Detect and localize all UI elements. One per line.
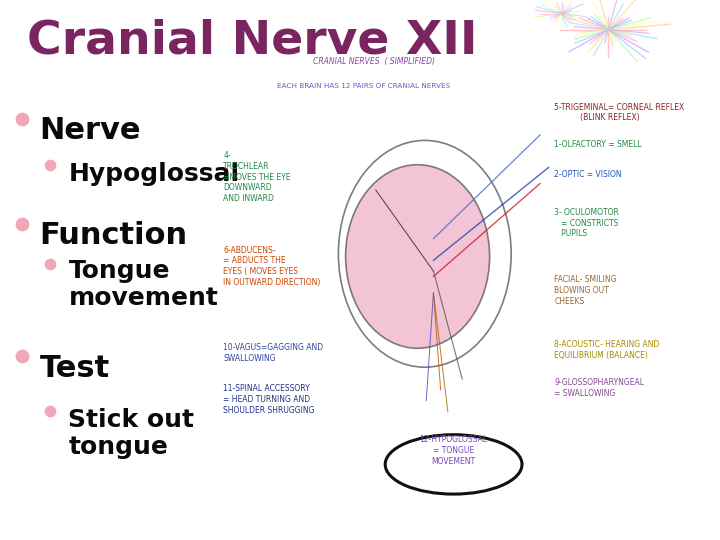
Text: 4-
TROCHLEAR
=MOVES THE EYE
DOWNWARD
AND INWARD: 4- TROCHLEAR =MOVES THE EYE DOWNWARD AND…	[223, 151, 291, 203]
Text: 8-ACOUSTIC- HEARING AND
EQUILIBRIUM (BALANCE): 8-ACOUSTIC- HEARING AND EQUILIBRIUM (BAL…	[554, 340, 660, 360]
Point	[16, 220, 27, 228]
Point	[45, 160, 56, 169]
Text: 9-GLOSSOPHARYNGEAL
= SWALLOWING: 9-GLOSSOPHARYNGEAL = SWALLOWING	[554, 378, 644, 398]
Point	[16, 114, 27, 123]
Text: EACH BRAIN HAS 12 PAIRS OF CRANIAL NERVES: EACH BRAIN HAS 12 PAIRS OF CRANIAL NERVE…	[277, 83, 451, 89]
Point	[45, 259, 56, 268]
Point	[16, 352, 27, 361]
Text: Cranial Nerve XII: Cranial Nerve XII	[27, 19, 478, 64]
Text: 5-TRIGEMINAL= CORNEAL REFLEX
           (BLINK REFLEX): 5-TRIGEMINAL= CORNEAL REFLEX (BLINK REFL…	[554, 103, 685, 123]
Text: Stick out
tongue: Stick out tongue	[68, 408, 194, 458]
Text: 10-VAGUS=GAGGING AND
SWALLOWING: 10-VAGUS=GAGGING AND SWALLOWING	[223, 343, 323, 363]
Text: 12-HYPOGLOSSAL
= TONGUE
MOVEMENT: 12-HYPOGLOSSAL = TONGUE MOVEMENT	[420, 435, 487, 466]
Text: 6-ABDUCENS-
= ABDUCTS THE
EYES ( MOVES EYES
IN OUTWARD DIRECTION): 6-ABDUCENS- = ABDUCTS THE EYES ( MOVES E…	[223, 246, 320, 287]
Text: Hypoglossal: Hypoglossal	[68, 162, 240, 186]
Text: 3- OCULOMOTOR
   = CONSTRICTS
   PUPILS: 3- OCULOMOTOR = CONSTRICTS PUPILS	[554, 208, 619, 238]
Ellipse shape	[346, 165, 490, 348]
Text: Nerve: Nerve	[40, 116, 141, 145]
Text: CRANIAL NERVES  ( SIMPLIFIED): CRANIAL NERVES ( SIMPLIFIED)	[313, 57, 435, 66]
Text: Tongue
movement: Tongue movement	[68, 259, 218, 310]
Text: Function: Function	[40, 221, 188, 251]
Text: 1-OLFACTORY = SMELL: 1-OLFACTORY = SMELL	[554, 140, 642, 150]
Text: FACIAL- SMILING
BLOWING OUT
CHEEKS: FACIAL- SMILING BLOWING OUT CHEEKS	[554, 275, 617, 306]
Text: 11-SPINAL ACCESSORY
= HEAD TURNING AND
SHOULDER SHRUGGING: 11-SPINAL ACCESSORY = HEAD TURNING AND S…	[223, 384, 315, 415]
Text: 2-OPTIC = VISION: 2-OPTIC = VISION	[554, 170, 622, 179]
Point	[45, 407, 56, 416]
Text: Test: Test	[40, 354, 110, 383]
